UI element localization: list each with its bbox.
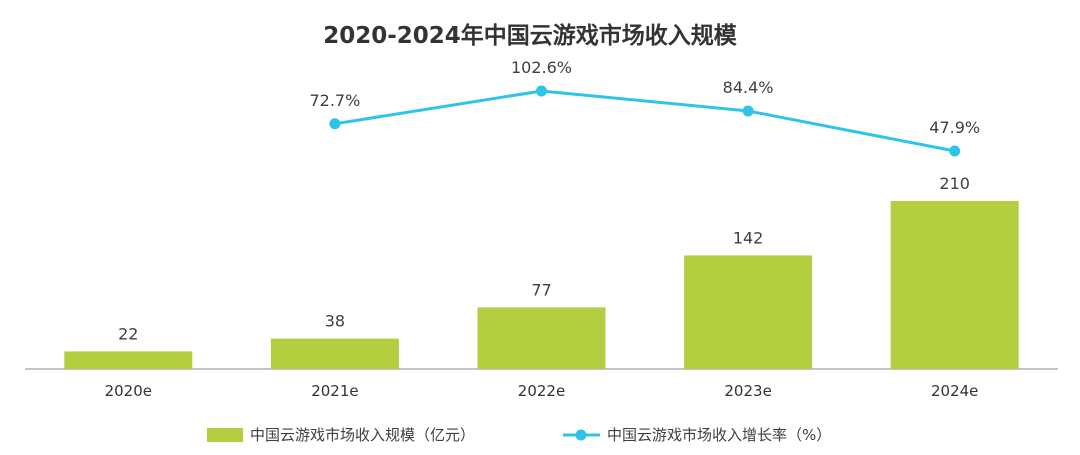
growth-value-label: 102.6% [511, 58, 572, 77]
growth-line [334, 89, 955, 153]
growth-point-2024e [949, 145, 961, 157]
growth-value-label: 47.9% [929, 118, 980, 137]
bar-2020e [64, 351, 193, 369]
legend-bar-swatch [207, 428, 243, 442]
bar-2023e [684, 255, 813, 369]
bar-value-label: 38 [325, 312, 345, 331]
bar-value-label: 22 [118, 324, 138, 343]
legend-line-marker [575, 429, 587, 441]
x-tick-label: 2020e [105, 382, 152, 400]
bar-value-label: 142 [733, 228, 764, 247]
bar-value-label: 77 [531, 280, 551, 299]
bar-2021e [270, 338, 399, 369]
bar-2022e [477, 307, 606, 369]
legend-line-label: 中国云游戏市场收入增长率（%） [607, 426, 831, 444]
x-tick-label: 2023e [724, 382, 771, 400]
growth-value-label: 72.7% [309, 91, 360, 110]
x-tick-label: 2021e [311, 382, 358, 400]
growth-point-2023e [742, 105, 754, 117]
bar-2024e [890, 201, 1019, 369]
growth-value-label: 84.4% [723, 78, 774, 97]
chart-title: 2020-2024年中国云游戏市场收入规模 [323, 23, 737, 49]
bar-value-label: 210 [939, 174, 970, 193]
x-tick-label: 2024e [931, 382, 978, 400]
growth-point-2022e [536, 85, 547, 97]
x-tick-label: 2022e [518, 382, 565, 400]
growth-point-2021e [329, 118, 341, 130]
legend-bar-label: 中国云游戏市场收入规模（亿元） [250, 426, 475, 444]
